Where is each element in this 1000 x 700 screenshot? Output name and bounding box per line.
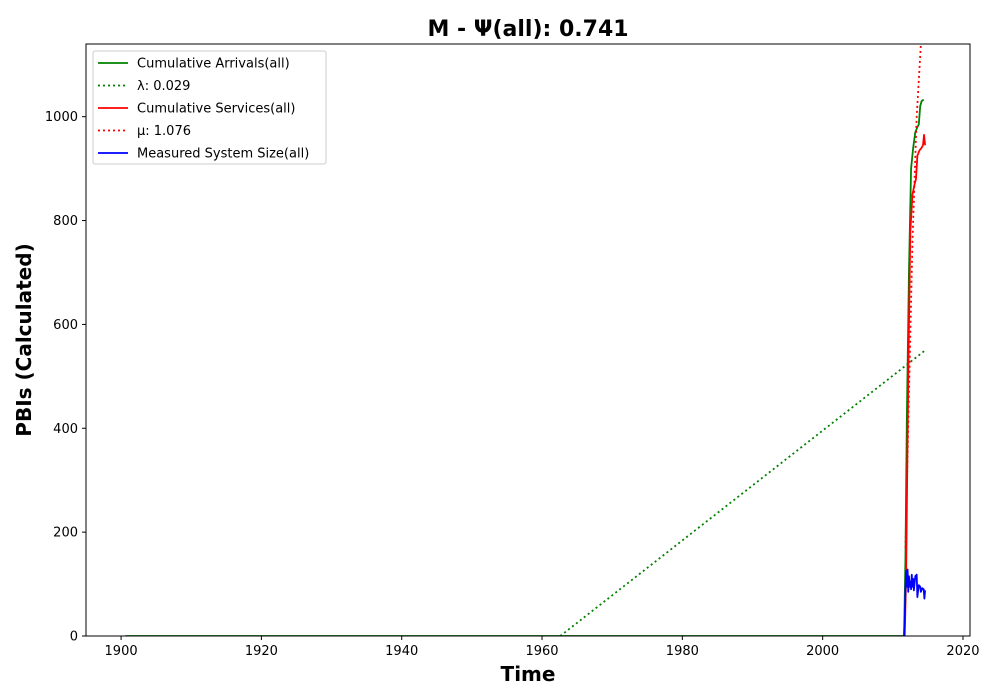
x-tick-label: 1940 (385, 644, 418, 659)
x-tick-label: 2000 (806, 644, 839, 659)
x-tick-label: 1960 (525, 644, 558, 659)
y-tick-label: 600 (53, 318, 78, 333)
chart-title: M - Ψ(all): 0.741 (427, 17, 628, 42)
y-tick-label: 800 (53, 214, 78, 229)
series-line-system-size (903, 568, 926, 636)
series-line-cum-services (903, 133, 926, 636)
series-layer (125, 44, 926, 636)
y-tick-label: 200 (53, 526, 78, 541)
plot-frame (85, 43, 971, 637)
y-tick-label: 400 (53, 422, 78, 437)
x-tick-label: 2020 (946, 644, 979, 659)
legend-label-system-size: Measured System Size(all) (137, 147, 309, 162)
legend-label-cum-arrivals: Cumulative Arrivals(all) (137, 57, 290, 72)
legend-label-mu-line: μ: 1.076 (137, 124, 191, 139)
legend-box (92, 50, 327, 165)
y-axis-ticks: 0 200 400 600 800 1000 (45, 110, 86, 645)
y-axis-label: PBIs (Calculated) (12, 243, 36, 436)
legend-label-cum-services: Cumulative Services(all) (137, 102, 295, 117)
legend-items: Cumulative Arrivals(all) λ: 0.029 Cumulati… (98, 57, 309, 162)
x-tick-label: 1920 (245, 644, 278, 659)
x-axis-ticks: 1900 1920 1940 1960 1980 2000 2020 (105, 636, 980, 659)
legend: Cumulative Arrivals(all) λ: 0.029 Cumulati… (92, 50, 327, 165)
series-line-cum-arrivals (125, 98, 925, 636)
x-axis-label: Time (501, 662, 556, 686)
y-tick-label: 1000 (45, 110, 78, 125)
y-tick-label: 0 (70, 630, 78, 645)
series-line-lambda-line (559, 349, 926, 636)
x-tick-label: 1980 (666, 644, 699, 659)
x-tick-label: 1900 (105, 644, 138, 659)
legend-label-lambda-line: λ: 0.029 (137, 79, 190, 94)
